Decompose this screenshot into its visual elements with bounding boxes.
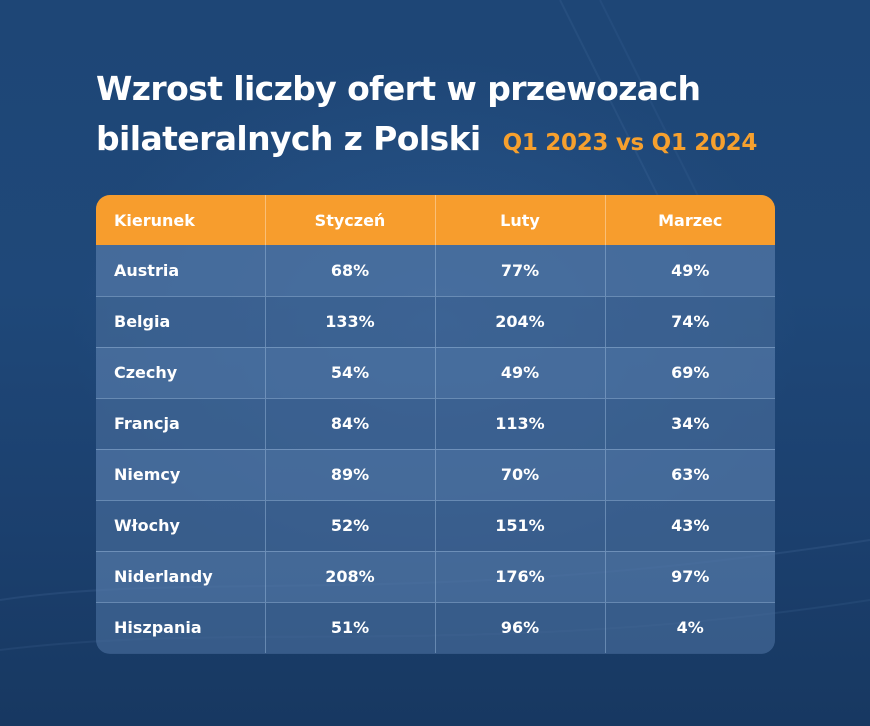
row-label: Czechy [96, 346, 265, 398]
table-cell: 97% [604, 550, 775, 602]
table-cell: 77% [434, 245, 605, 296]
row-label: Włochy [96, 499, 265, 551]
table-cell: 204% [434, 295, 605, 347]
row-label: Hiszpania [96, 601, 265, 653]
table-row: Włochy 52% 151% 43% [96, 499, 775, 551]
table-cell: 52% [264, 499, 435, 551]
row-label: Niemcy [96, 448, 265, 500]
table-cell: 63% [604, 448, 775, 500]
page-subtitle: Q1 2023 vs Q1 2024 [502, 130, 758, 156]
table-cell: 74% [604, 295, 775, 347]
table-cell: 89% [264, 448, 435, 500]
page-title-line-2-text: bilateralnych z Polski [96, 119, 481, 158]
table-cell: 43% [604, 499, 775, 551]
table-cell: 176% [434, 550, 605, 602]
title-block: Wzrost liczby ofert w przewozach bilater… [96, 64, 796, 168]
table-row: Hiszpania 51% 96% 4% [96, 601, 775, 653]
data-table: Kierunek Styczeń Luty Marzec Austria 68%… [96, 195, 775, 653]
table-cell: 49% [434, 346, 605, 398]
table-cell: 84% [264, 397, 435, 449]
column-header-luty: Luty [434, 195, 605, 245]
table-cell: 208% [264, 550, 435, 602]
table-cell: 96% [434, 601, 605, 653]
table-cell: 133% [264, 295, 435, 347]
column-header-marzec: Marzec [604, 195, 775, 245]
table-row: Belgia 133% 204% 74% [96, 295, 775, 347]
table-cell: 34% [604, 397, 775, 449]
table-cell: 4% [604, 601, 775, 653]
row-label: Belgia [96, 295, 265, 347]
table-row: Czechy 54% 49% 69% [96, 346, 775, 398]
table-cell: 51% [264, 601, 435, 653]
table-cell: 54% [264, 346, 435, 398]
table-cell: 49% [604, 245, 775, 296]
table-cell: 69% [604, 346, 775, 398]
column-header-styczen: Styczeń [264, 195, 435, 245]
row-label: Niderlandy [96, 550, 265, 602]
table-row: Niemcy 89% 70% 63% [96, 448, 775, 500]
table-cell: 113% [434, 397, 605, 449]
table-cell: 68% [264, 245, 435, 296]
table-row: Niderlandy 208% 176% 97% [96, 550, 775, 602]
column-header-kierunek: Kierunek [114, 210, 195, 230]
page-title-line-1: Wzrost liczby ofert w przewozach [96, 69, 701, 108]
table-cell: 70% [434, 448, 605, 500]
table-row: Francja 84% 113% 34% [96, 397, 775, 449]
row-label: Francja [96, 397, 265, 449]
table-cell: 151% [434, 499, 605, 551]
data-table-card: Kierunek Styczeń Luty Marzec Austria 68%… [96, 195, 775, 654]
row-label: Austria [114, 260, 180, 280]
table-row: Austria 68% 77% 49% [96, 245, 775, 296]
page-title-line-2: bilateralnych z Polski Q1 2023 vs Q1 2024 [96, 114, 796, 168]
table-header-row: Kierunek Styczeń Luty Marzec [96, 195, 775, 245]
